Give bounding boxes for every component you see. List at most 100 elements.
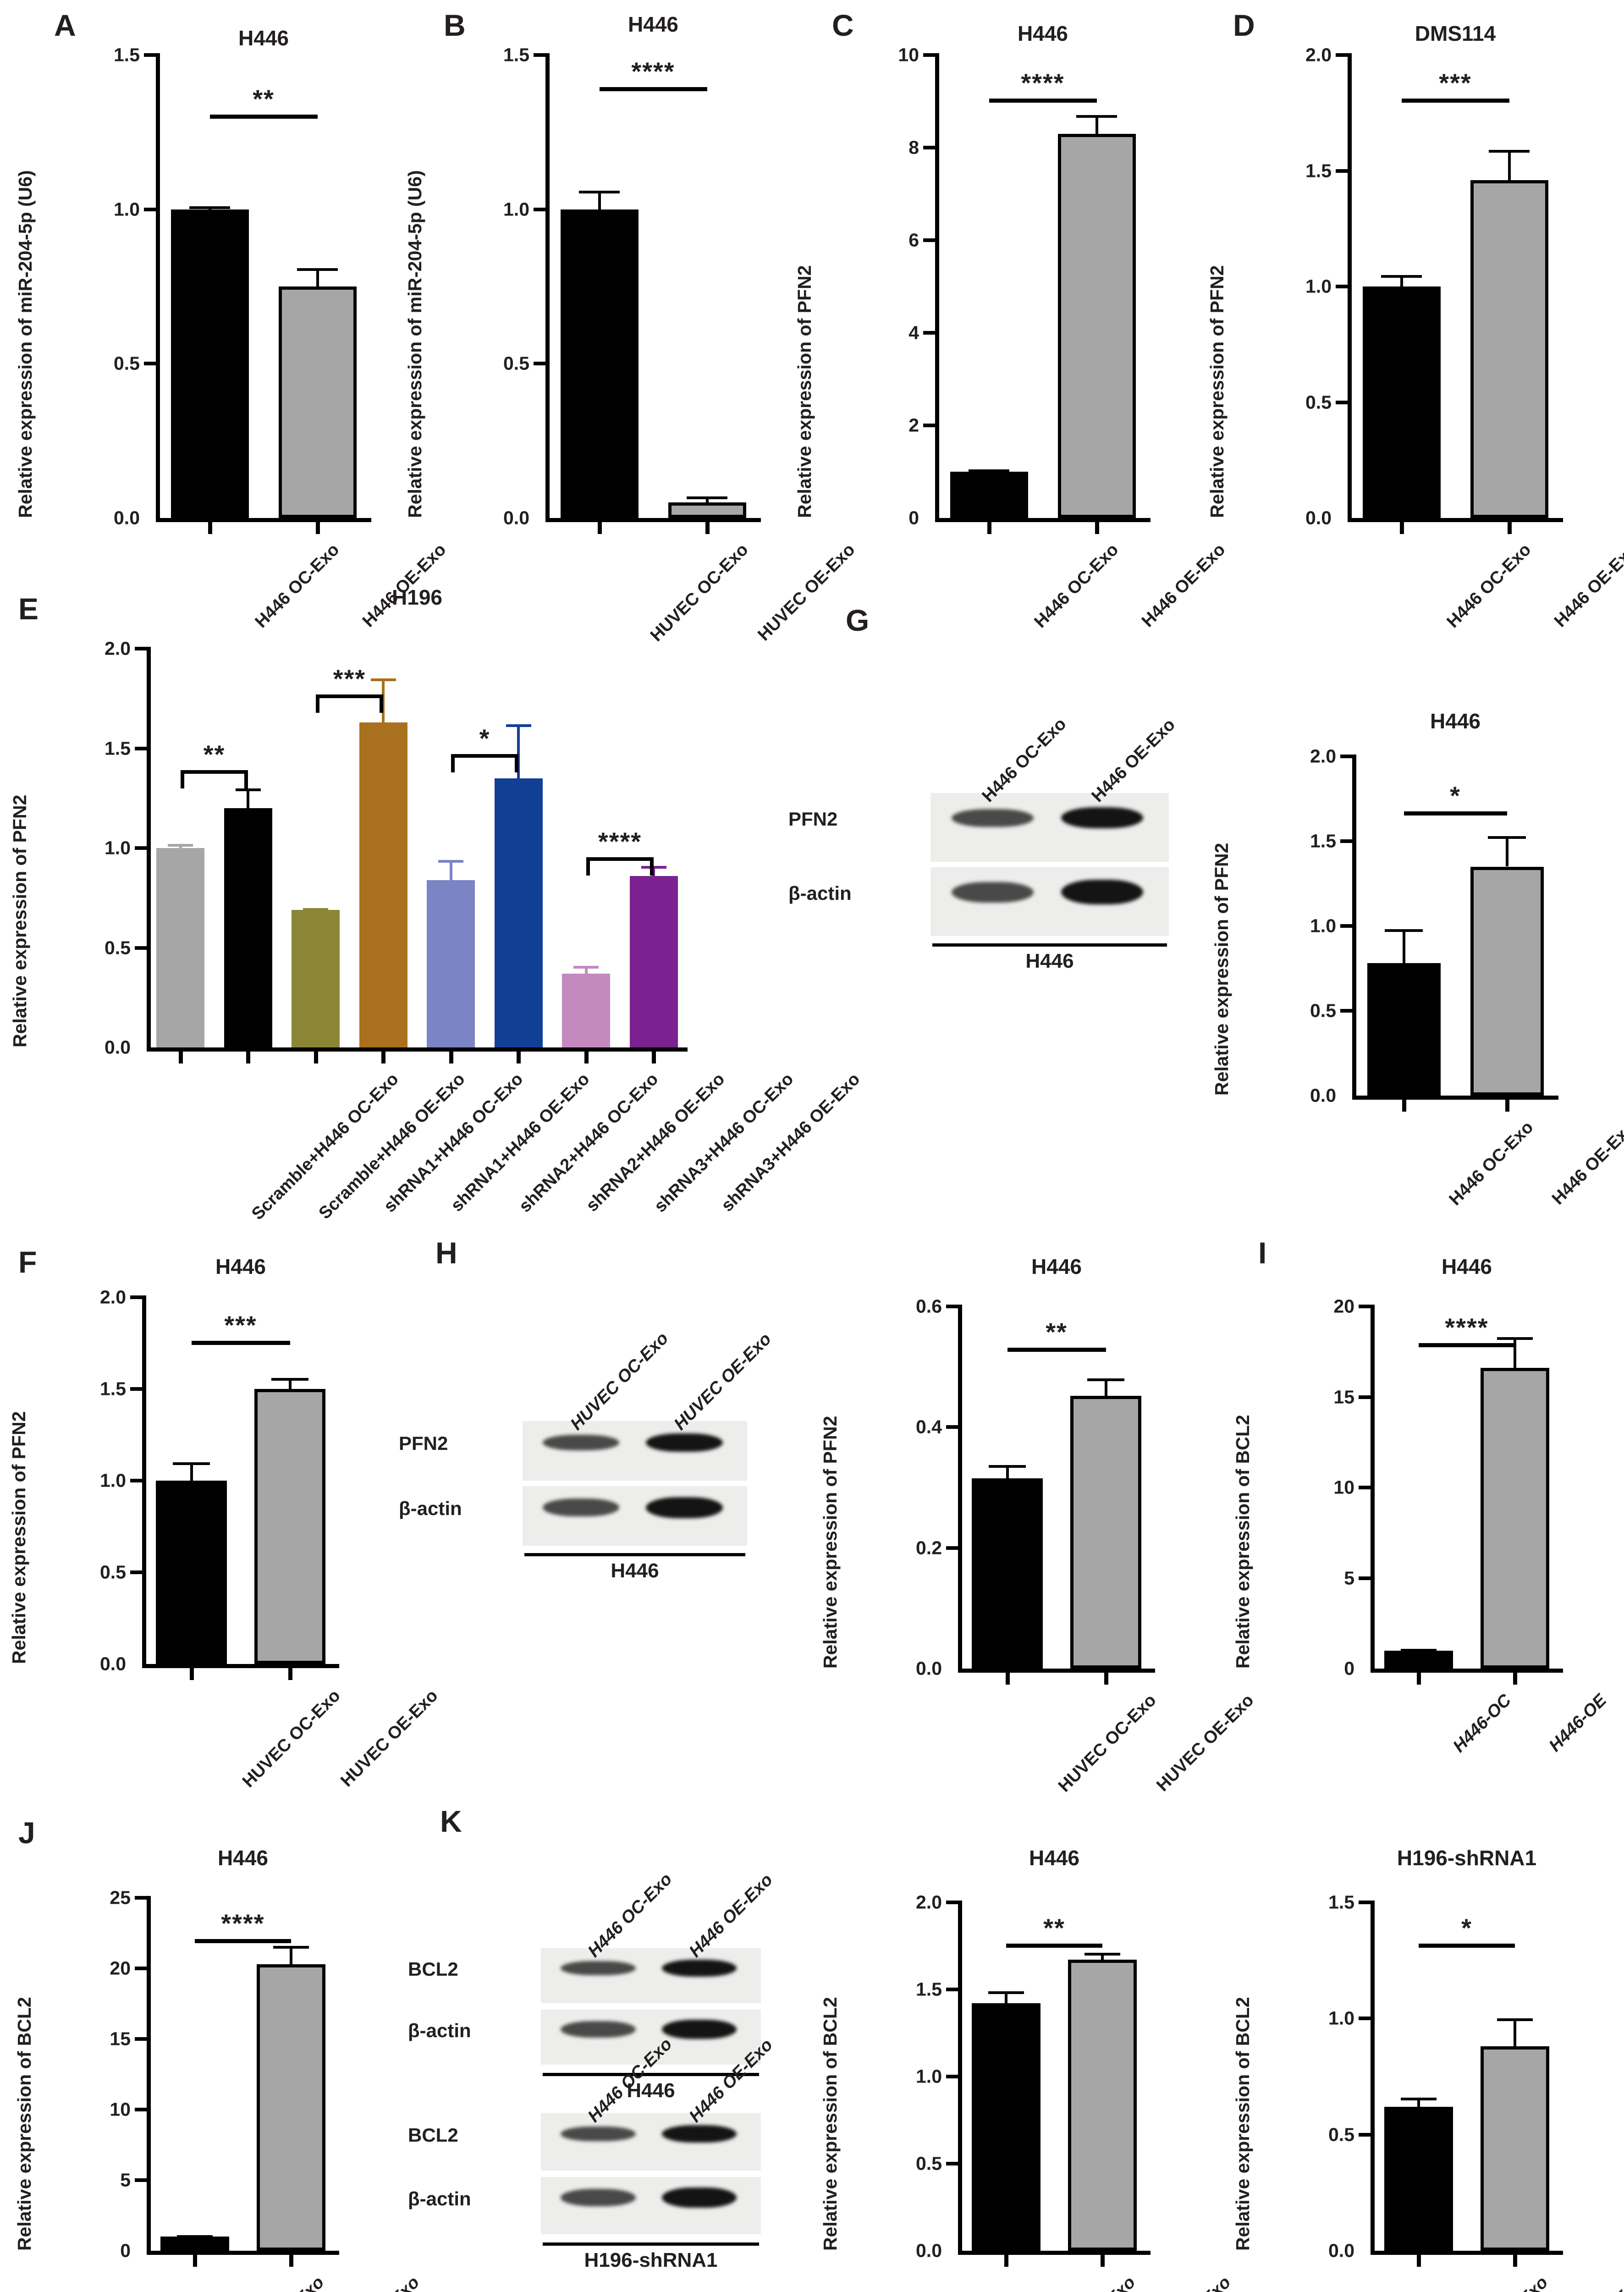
y-tick-D-2 <box>1336 285 1348 288</box>
blot-band-G-1-1 <box>1061 880 1144 904</box>
blot-K1: BCL2 β-actin H446 OC-Exo H446 OE-Exo H446 <box>403 1765 807 2102</box>
y-axis-label-G-quant: Relative expression of PFN2 <box>1211 843 1232 1096</box>
chart-title-A: H446 <box>238 26 289 50</box>
x-tick-I-0 <box>1417 1673 1421 1685</box>
errorbar-cap-H-quant-1 <box>1087 1378 1124 1381</box>
sig-line-J <box>195 1939 291 1943</box>
x-tick-B-1 <box>705 522 710 534</box>
y-tick-E-1 <box>135 946 147 950</box>
blot-lane-label-K1-0: H446 OC-Exo <box>584 1869 676 1961</box>
y-ticklabel-B-3: 1.5 <box>503 44 529 66</box>
errorbar-cap-H-quant-0 <box>989 1465 1026 1468</box>
x-axis-G-quant <box>1352 1096 1558 1100</box>
errorbar-cap-D-1 <box>1489 150 1530 153</box>
x-ticklabel-G-quant-0: H446 OC-Exo <box>1445 1118 1537 1209</box>
bar-J-1 <box>257 1964 325 2251</box>
errorbar-cap-G-quant-1 <box>1487 836 1526 839</box>
x-tick-F-0 <box>189 1668 194 1680</box>
y-tick-A-2 <box>144 207 156 211</box>
blot-strip-K2-1 <box>541 2177 761 2234</box>
y-ticklabel-G-quant-3: 1.5 <box>1310 830 1336 852</box>
chart-F: H446 0.0 0.5 1.0 1.5 2.0 Relative expression o… <box>8 1229 441 1791</box>
errorbar-cap-E-5 <box>506 724 531 727</box>
errorbar-cap-E-2 <box>303 908 329 911</box>
y-ticklabel-G-quant-4: 2.0 <box>1310 745 1336 767</box>
blot-row-label-K2-0: BCL2 <box>408 2124 458 2146</box>
bar-F-0 <box>156 1481 227 1664</box>
errorbar-cap-J-0 <box>177 2235 213 2238</box>
errorbar-K-quant1-0 <box>1005 1991 1007 2004</box>
x-ticklabel-J-0: H446 OC-Exo <box>237 2273 329 2292</box>
errorbar-cap-E-6 <box>573 965 599 969</box>
bar-C-1 <box>1057 133 1136 518</box>
sig-label-E-0: ** <box>203 740 226 769</box>
sig-label-J: **** <box>221 1909 265 1938</box>
blot-row-label-H-1: β-actin <box>399 1498 462 1520</box>
sig-bracket-E-0 <box>180 770 248 788</box>
blot-row-label-G-1: β-actin <box>788 882 852 904</box>
x-tick-F-1 <box>288 1668 292 1680</box>
y-tick-C-1 <box>923 424 935 427</box>
bar-A-0 <box>171 209 249 518</box>
bar-K-quant1-1 <box>1068 1960 1137 2251</box>
chart-B: H446 0.0 0.5 1.0 1.5 Relative expression of m… <box>404 0 859 645</box>
y-axis-label-C: Relative expression of PFN2 <box>794 265 815 518</box>
y-ticklabel-C-0: 0 <box>908 507 919 529</box>
blot-band-K2-0-1 <box>661 2125 737 2143</box>
blot-band-K2-1-1 <box>661 2187 737 2208</box>
bar-I-0 <box>1384 1650 1453 1669</box>
bar-K-quant2-1 <box>1481 2046 1549 2251</box>
y-tick-H-quant-3 <box>946 1305 958 1308</box>
y-ticklabel-B-1: 0.5 <box>503 353 529 374</box>
y-ticklabel-H-quant-2: 0.4 <box>916 1416 942 1438</box>
blot-lane-label-H-1: HUVEC OE-Exo <box>670 1329 775 1434</box>
y-tick-I-3 <box>1359 1395 1371 1399</box>
blot-row-label-G-0: PFN2 <box>788 808 838 830</box>
chart-title-E: H196 <box>392 585 442 609</box>
bar-H-quant-0 <box>972 1478 1043 1669</box>
x-ticklabel-K-quant1-0: H446 OC-Exo <box>1048 2273 1140 2292</box>
blot-band-H-0-0 <box>542 1434 620 1450</box>
y-ticklabel-E-2: 1.0 <box>105 837 131 859</box>
y-tick-J-4 <box>135 1967 147 1970</box>
errorbar-cap-E-1 <box>235 788 261 791</box>
y-tick-H-quant-2 <box>946 1425 958 1429</box>
y-tick-K-quant2-2 <box>1359 2017 1371 2021</box>
x-tick-E-1 <box>246 1052 251 1063</box>
y-ticklabel-A-1: 0.5 <box>114 353 140 374</box>
y-axis-label-I: Relative expression of BCL2 <box>1232 1415 1253 1669</box>
y-axis-J <box>147 1896 151 2253</box>
y-axis-label-J: Relative expression of BCL2 <box>14 1997 35 2251</box>
y-ticklabel-D-4: 2.0 <box>1305 44 1332 66</box>
x-tick-E-2 <box>314 1052 318 1063</box>
y-axis-K-quant1 <box>958 1901 962 2253</box>
x-ticklabel-E-4: shRNA2+H446 OC-Exo <box>515 1069 662 1217</box>
chart-title-H-quant: H446 <box>1031 1255 1082 1278</box>
y-axis-I <box>1371 1305 1375 1670</box>
blot-underline-H <box>524 1553 745 1556</box>
errorbar-cap-K-quant2-1 <box>1497 2018 1533 2022</box>
errorbar-cap-E-4 <box>438 860 464 863</box>
y-ticklabel-D-1: 0.5 <box>1305 391 1332 413</box>
blot-strip-H-1 <box>523 1486 747 1546</box>
y-ticklabel-J-3: 15 <box>110 2028 131 2050</box>
y-tick-K-quant2-1 <box>1359 2132 1371 2137</box>
y-axis-K-quant2 <box>1371 1901 1375 2253</box>
x-tick-K-quant1-1 <box>1101 2255 1105 2267</box>
blot-band-H-0-1 <box>645 1433 723 1452</box>
errorbar-cap-F-1 <box>271 1378 308 1381</box>
x-axis-K-quant2 <box>1371 2251 1563 2255</box>
blot-band-K1-1-1 <box>661 2019 737 2039</box>
errorbar-J-1 <box>290 1945 292 1964</box>
y-ticklabel-H-quant-0: 0.0 <box>916 1658 942 1679</box>
blot-row-label-K1-1: β-actin <box>408 2019 471 2041</box>
x-tick-D-0 <box>1399 522 1404 534</box>
blot-band-G-1-0 <box>951 882 1034 903</box>
y-axis-label-H-quant: Relative expression of PFN2 <box>820 1416 841 1669</box>
blot-caption-H: H446 <box>611 1559 659 1582</box>
y-axis-E <box>147 647 151 1049</box>
x-tick-K-quant2-0 <box>1417 2255 1421 2267</box>
blot-band-H-1-1 <box>645 1497 723 1518</box>
errorbar-cap-K-quant2-0 <box>1401 2097 1437 2100</box>
y-ticklabel-G-quant-2: 1.0 <box>1310 915 1336 937</box>
